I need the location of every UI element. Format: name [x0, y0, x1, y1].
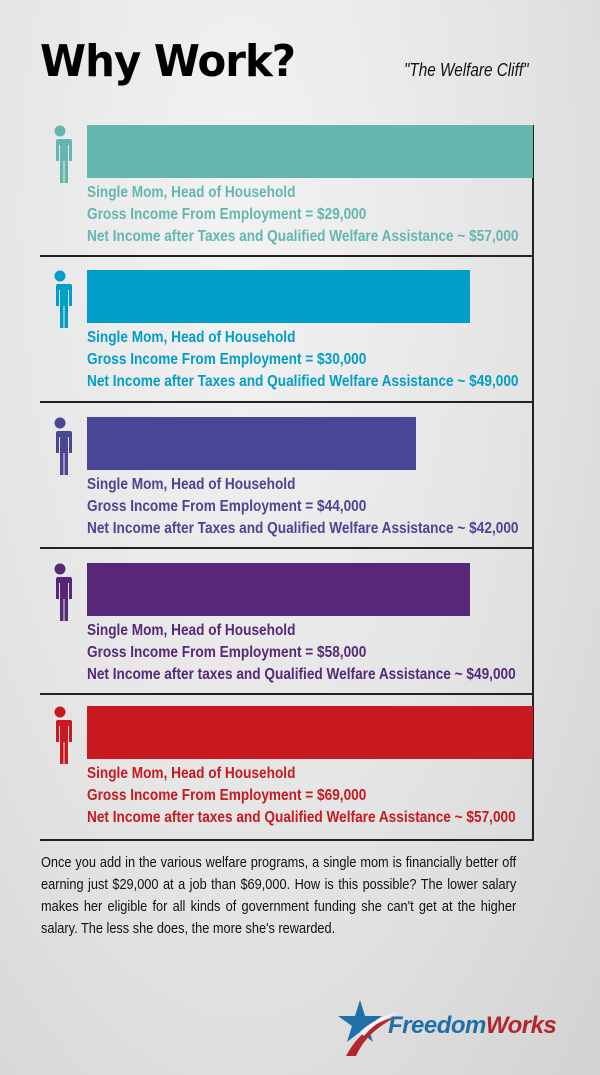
bar-label-net-income: Net Income after Taxes and Qualified Wel… [87, 228, 519, 245]
section-divider [40, 255, 534, 257]
bar [87, 125, 533, 178]
person-icon [50, 417, 72, 475]
star-swoosh-icon [338, 1000, 398, 1056]
bar-label-household: Single Mom, Head of Household [87, 184, 296, 201]
section-divider [40, 401, 534, 403]
axis-line [532, 125, 534, 841]
bar-label-gross-income: Gross Income From Employment = $29,000 [87, 206, 367, 223]
bar-label-household: Single Mom, Head of Household [87, 476, 296, 493]
bar [87, 563, 471, 616]
explanation-text: Once you add in the various welfare prog… [41, 855, 517, 937]
bar [87, 417, 416, 470]
chart-title: Why Work? [40, 36, 296, 87]
logo-text-works: Works [485, 1012, 557, 1039]
bar-group: Single Mom, Head of Household Gross Inco… [0, 417, 600, 563]
section-divider [40, 839, 534, 841]
bar-label-net-income: Net Income after Taxes and Qualified Wel… [87, 373, 519, 390]
person-icon [50, 563, 72, 621]
bar-label-net-income: Net Income after taxes and Qualified Wel… [87, 666, 516, 683]
bar-group: Single Mom, Head of Household Gross Inco… [0, 125, 600, 271]
bar-group: Single Mom, Head of Household Gross Inco… [0, 563, 600, 709]
bar-label-gross-income: Gross Income From Employment = $69,000 [87, 787, 367, 804]
logo-text-freedom: Freedom [388, 1012, 486, 1039]
bar [87, 706, 533, 759]
bar-label-net-income: Net Income after Taxes and Qualified Wel… [87, 520, 519, 537]
person-icon [50, 270, 72, 328]
bar-label-household: Single Mom, Head of Household [87, 622, 296, 639]
bar [87, 270, 471, 323]
bar-label-household: Single Mom, Head of Household [87, 329, 296, 346]
bar-label-gross-income: Gross Income From Employment = $30,000 [87, 351, 367, 368]
bar-label-gross-income: Gross Income From Employment = $58,000 [87, 644, 367, 661]
bar-label-household: Single Mom, Head of Household [87, 765, 296, 782]
section-divider [40, 547, 534, 549]
bar-label-gross-income: Gross Income From Employment = $44,000 [87, 498, 367, 515]
chart-subtitle: "The Welfare Cliff" [404, 60, 529, 80]
section-divider [40, 693, 534, 695]
person-icon [50, 706, 72, 764]
person-icon [50, 125, 72, 183]
bar-label-net-income: Net Income after taxes and Qualified Wel… [87, 809, 516, 826]
bar-group: Single Mom, Head of Household Gross Inco… [0, 706, 600, 852]
bar-group: Single Mom, Head of Household Gross Inco… [0, 270, 600, 416]
freedomworks-logo: FreedomWorks [338, 998, 558, 1058]
